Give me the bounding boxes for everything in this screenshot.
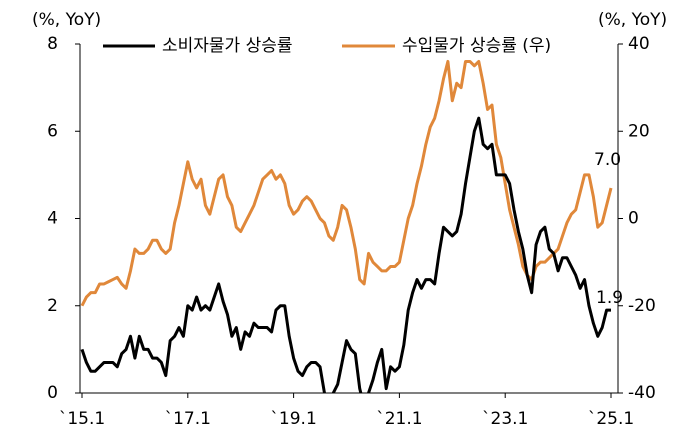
y-tick-label: 8 [47,34,58,54]
y2-tick-label: 0 [628,209,639,229]
x-tick-label: `19.1 [270,409,316,429]
series-line [80,59,613,307]
y2-tick-label: 40 [628,34,650,54]
y-tick-label: 4 [47,209,58,229]
series-line [80,116,611,393]
x-tick-label: `15.1 [59,409,105,429]
legend-label: 수입물가 상승률 (우) [402,36,551,56]
y2-tick-label: 20 [628,121,650,141]
x-tick-label: `25.1 [588,409,634,429]
y2-tick-label: -20 [628,296,656,316]
y-axis-label: (%, YoY) [32,10,101,30]
legend-label: 소비자물가 상승률 [162,36,293,56]
y-tick-label: 2 [47,296,58,316]
x-tick-label: `23.1 [482,409,528,429]
x-tick-label: `17.1 [165,409,211,429]
y2-axis-label: (%, YoY) [598,10,667,30]
y-tick-label: 0 [47,383,58,403]
annotation: 1.9 [596,288,623,308]
x-tick-label: `21.1 [376,409,422,429]
annotation: 7.0 [594,150,621,170]
plot-area [80,59,613,393]
y-tick-label: 6 [47,121,58,141]
y2-tick-label: -40 [628,383,656,403]
